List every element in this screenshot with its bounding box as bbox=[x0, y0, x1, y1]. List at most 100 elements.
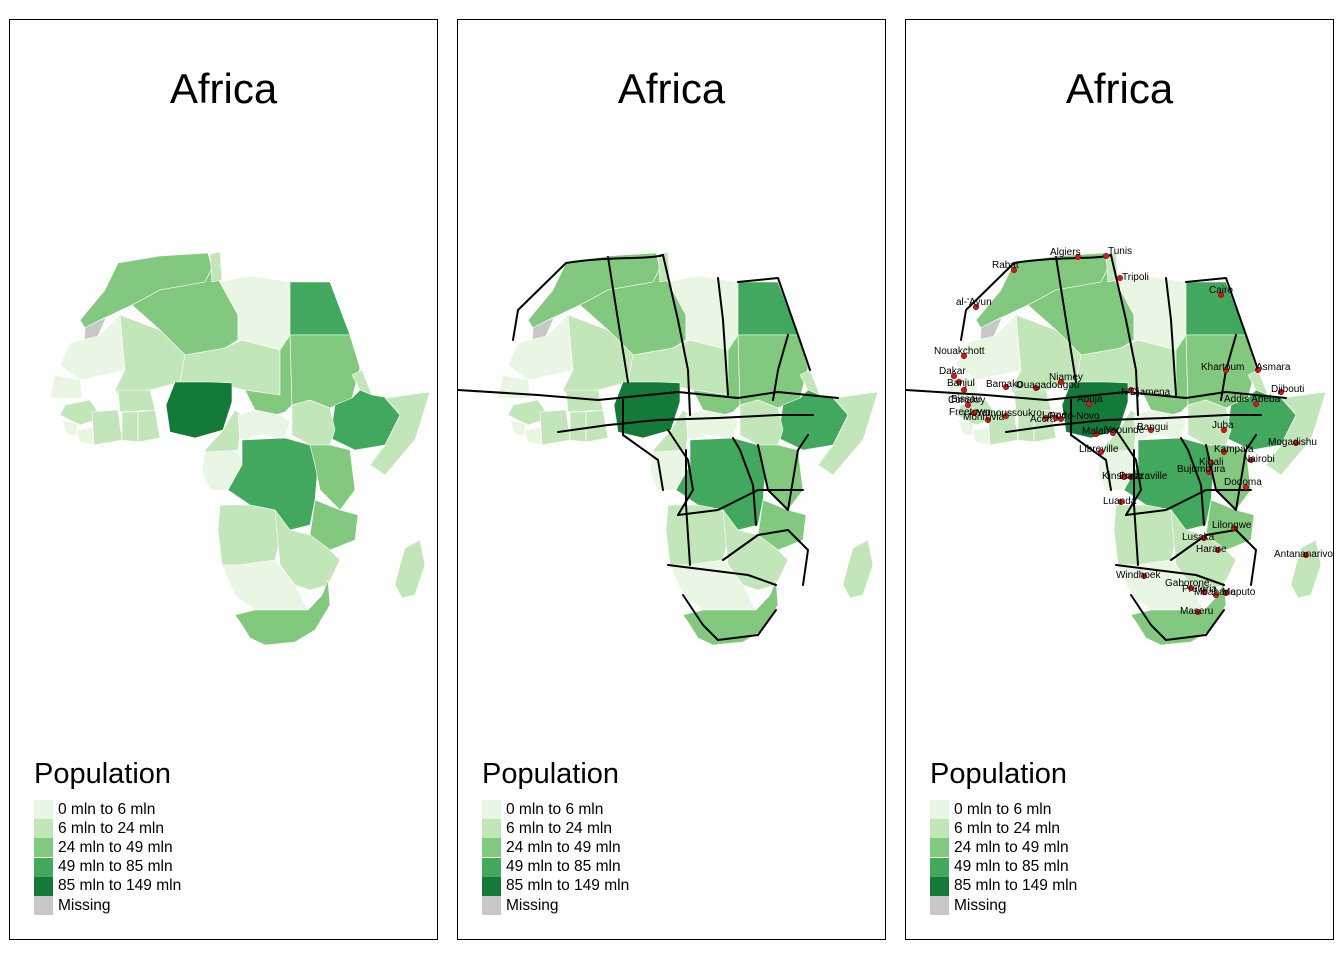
legend-label: 6 mln to 24 mln bbox=[506, 819, 612, 837]
country-somalia bbox=[1265, 391, 1327, 476]
legend-item: 0 mln to 6 mln bbox=[482, 800, 629, 820]
route-line bbox=[667, 564, 777, 586]
legend-item: 85 mln to 149 mln bbox=[930, 876, 1077, 896]
country-somalia bbox=[817, 391, 879, 476]
capital-label: N'Djamena bbox=[1121, 387, 1171, 398]
capital-dot bbox=[955, 378, 963, 386]
route-line bbox=[1005, 414, 1262, 433]
country-zambia-mozambique bbox=[1170, 509, 1237, 591]
route-line bbox=[1205, 434, 1257, 511]
route-line bbox=[722, 529, 809, 586]
capital-label: Gaborone bbox=[1165, 578, 1210, 589]
capital-dot bbox=[1097, 448, 1105, 456]
legend-item: 24 mln to 49 mln bbox=[930, 838, 1077, 858]
capital-dot bbox=[1010, 266, 1018, 274]
legend-label: Missing bbox=[506, 896, 559, 914]
legend-item: 6 mln to 24 mln bbox=[930, 819, 1077, 839]
country-sierra-leone bbox=[509, 419, 527, 436]
country-tunisia bbox=[209, 251, 223, 283]
legend-label: 49 mln to 85 mln bbox=[506, 858, 621, 876]
capital-label: Porto-Novo bbox=[1049, 411, 1100, 422]
capital-dot bbox=[1102, 252, 1110, 260]
capital-dot bbox=[1194, 608, 1202, 616]
country-liberia bbox=[75, 427, 95, 446]
country-south-sudan bbox=[1187, 399, 1232, 446]
country-liberia bbox=[971, 427, 991, 446]
capital-dot bbox=[1242, 483, 1250, 491]
capital-label: Algiers bbox=[1050, 247, 1081, 258]
capital-dot bbox=[1220, 426, 1228, 434]
capital-label: Kampala bbox=[1214, 444, 1254, 455]
capital-dot bbox=[1127, 386, 1135, 394]
route-line bbox=[557, 414, 814, 433]
route-line bbox=[1130, 594, 1225, 641]
country-sierra-leone bbox=[61, 419, 79, 436]
capital-label: Bujumbura bbox=[1177, 464, 1226, 475]
capital-dot bbox=[950, 372, 958, 380]
capital-dot bbox=[960, 386, 968, 394]
legend-swatch bbox=[34, 896, 53, 916]
legend-item: 49 mln to 85 mln bbox=[930, 857, 1077, 877]
country-south-africa bbox=[234, 579, 331, 646]
capital-label: Ouagadougou bbox=[1016, 380, 1079, 391]
legend-title: Population bbox=[930, 758, 1068, 790]
route-line bbox=[1125, 489, 1252, 516]
route-line bbox=[682, 594, 777, 641]
capital-dot bbox=[1032, 384, 1040, 392]
capital-dot bbox=[964, 401, 972, 409]
capital-label: Khartoum bbox=[1201, 362, 1244, 373]
country-togo-benin bbox=[137, 409, 161, 443]
legend-item: 49 mln to 85 mln bbox=[34, 857, 181, 877]
capital-label: Mogadishu bbox=[1268, 437, 1317, 448]
capital-label: Pretoria bbox=[1182, 584, 1217, 595]
capital-label: Djibouti bbox=[1271, 384, 1304, 395]
route-line bbox=[1115, 564, 1225, 586]
country-south-sudan bbox=[291, 399, 336, 446]
country-egypt bbox=[289, 281, 351, 336]
capital-dot bbox=[960, 352, 968, 360]
capital-dot bbox=[1302, 551, 1310, 559]
capital-dot bbox=[1277, 388, 1285, 396]
legend-label: 0 mln to 6 mln bbox=[506, 800, 604, 818]
legend-title: Population bbox=[482, 758, 620, 790]
capital-label: Malabo bbox=[1082, 426, 1115, 437]
legend-item: 24 mln to 49 mln bbox=[34, 838, 181, 858]
route-line bbox=[1055, 256, 1077, 383]
route-line bbox=[607, 256, 629, 383]
country-ghana bbox=[121, 411, 139, 443]
country-ghana bbox=[569, 411, 587, 443]
route-line bbox=[1165, 277, 1177, 396]
capital-dot bbox=[1217, 291, 1225, 299]
route-line bbox=[622, 399, 664, 491]
capital-dot bbox=[1002, 412, 1010, 420]
legend-label: Missing bbox=[954, 896, 1007, 914]
capital-label: Mbabane bbox=[1194, 587, 1236, 598]
capital-dot bbox=[1057, 415, 1065, 423]
country-south-sudan bbox=[739, 399, 784, 446]
capital-dot bbox=[1220, 448, 1228, 456]
capital-dot bbox=[984, 416, 992, 424]
capital-label: Bissau bbox=[951, 394, 981, 405]
capital-dot bbox=[1057, 378, 1065, 386]
legend-label: 85 mln to 149 mln bbox=[58, 877, 182, 895]
capital-label: Bamako bbox=[986, 379, 1023, 390]
map-title: Africa bbox=[617, 65, 726, 112]
capital-label: Nairobi bbox=[1243, 454, 1275, 465]
legend-label: 0 mln to 6 mln bbox=[954, 800, 1052, 818]
country-angola bbox=[1113, 504, 1177, 566]
capital-dot bbox=[1247, 456, 1255, 464]
capital-label: Conakry bbox=[948, 395, 985, 406]
country-zambia-mozambique bbox=[722, 509, 789, 591]
capital-dot bbox=[1252, 400, 1260, 408]
legend-label: 24 mln to 49 mln bbox=[954, 838, 1069, 856]
capital-dot bbox=[1117, 498, 1125, 506]
legend: Population 0 mln to 6 mln 6 mln to 24 ml… bbox=[930, 758, 1077, 916]
capital-label: Libreville bbox=[1079, 444, 1119, 455]
capital-dot bbox=[1212, 591, 1220, 599]
capital-label: Rabat bbox=[992, 260, 1019, 271]
capital-dot bbox=[1147, 426, 1155, 434]
country-somalia bbox=[369, 391, 431, 476]
country-drc bbox=[227, 437, 319, 531]
legend-swatch bbox=[34, 838, 53, 858]
country-zambia-mozambique bbox=[274, 509, 341, 591]
